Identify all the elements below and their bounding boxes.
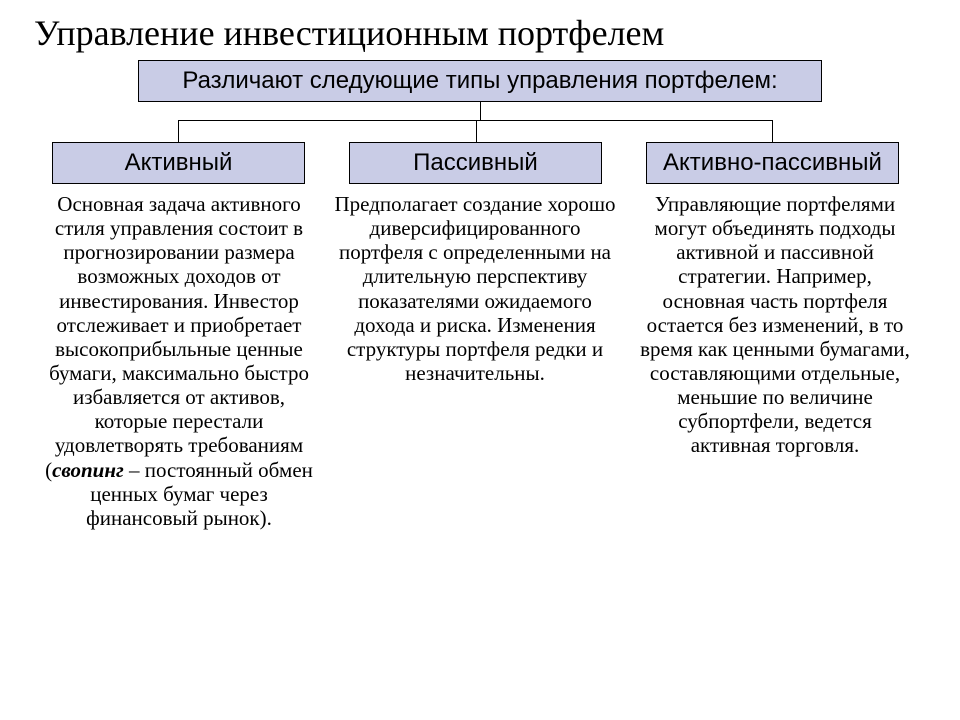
type-box-passive: Пассивный [349,142,602,184]
root-box-label: Различают следующие типы управления порт… [182,67,777,95]
type-box-label: Пассивный [413,149,538,177]
connector-drop-middle [476,120,477,142]
type-box-label: Активно-пассивный [663,149,882,177]
root-box: Различают следующие типы управления порт… [138,60,822,102]
connector-drop-right [772,120,773,142]
connector-drop-left [178,120,179,142]
description-passive: Предполагает создание хорошо диверсифици… [330,192,620,385]
connector-trunk [480,102,481,120]
type-box-active-passive: Активно-пассивный [646,142,899,184]
type-box-label: Активный [125,149,233,177]
type-box-active: Активный [52,142,305,184]
description-active: Основная задача активного стиля управлен… [40,192,318,530]
description-active-passive: Управляющие портфелями могут объединять … [636,192,914,458]
page-title: Управление инвестиционным портфелем [34,12,664,54]
